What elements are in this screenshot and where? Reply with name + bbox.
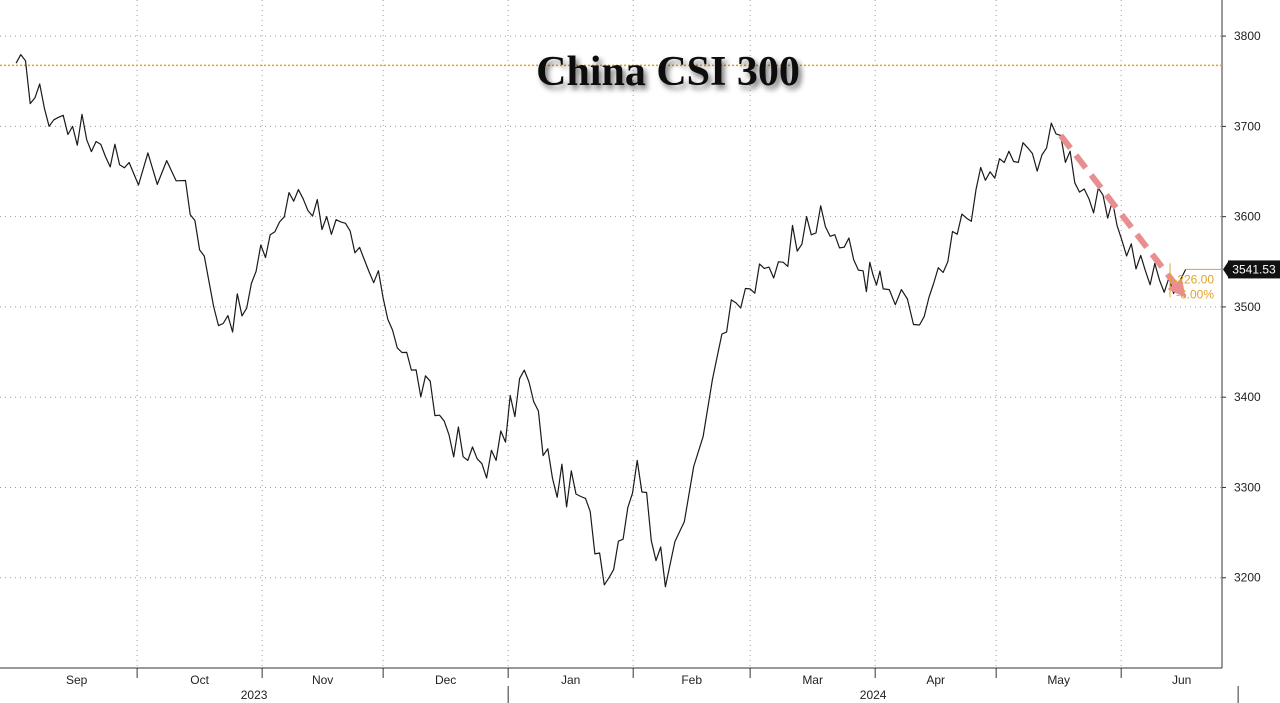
y-tick-label-3300: 3300 (1234, 480, 1261, 494)
year-label: 2023 (241, 688, 268, 702)
x-tick-label: Jun (1172, 673, 1191, 687)
x-tick-label: Oct (190, 673, 209, 687)
trend-arrow (1058, 133, 1186, 298)
x-tick-label: Mar (802, 673, 823, 687)
y-tick-label-3500: 3500 (1234, 300, 1261, 314)
last-value-pointer (1223, 260, 1229, 279)
vertical-gridlines (136, 0, 1122, 668)
chart-title: China CSI 300 (536, 49, 800, 95)
change-annotation: -226.00-6.00% (1169, 263, 1214, 301)
series-line (15, 54, 1187, 588)
x-tick-label: Jan (561, 673, 580, 687)
y-tick-label-3600: 3600 (1234, 210, 1261, 224)
change-percent-label: -6.00% (1176, 287, 1214, 301)
x-tick-label: Feb (681, 673, 702, 687)
last-value-box (1228, 260, 1280, 279)
y-axis: 3200 3300 3400 3500 3600 3700 3800 (1222, 29, 1261, 585)
last-value-label: 3541.53 (1232, 262, 1276, 276)
y-tick-label-3400: 3400 (1234, 390, 1261, 404)
last-value-marker: 3541.53 (1185, 260, 1280, 279)
trend-arrow-head (1167, 278, 1186, 298)
horizontal-gridlines (0, 35, 1222, 579)
x-tick-label: May (1047, 673, 1070, 687)
y-tick-label-3700: 3700 (1234, 119, 1261, 133)
x-axis: Sep Oct Nov Dec Jan Feb Mar Apr May Jun 2023 2024 (66, 668, 1239, 703)
x-tick-label: Nov (312, 673, 333, 687)
x-tick-label: Apr (926, 673, 945, 687)
year-label: 2024 (860, 688, 887, 702)
trend-arrow-shaft (1058, 133, 1178, 286)
x-tick-label: Sep (66, 673, 88, 687)
change-points-label: -226.00 (1173, 272, 1214, 286)
y-tick-label-3200: 3200 (1234, 571, 1261, 585)
y-tick-label-3800: 3800 (1234, 29, 1261, 43)
x-tick-label: Dec (435, 673, 456, 687)
